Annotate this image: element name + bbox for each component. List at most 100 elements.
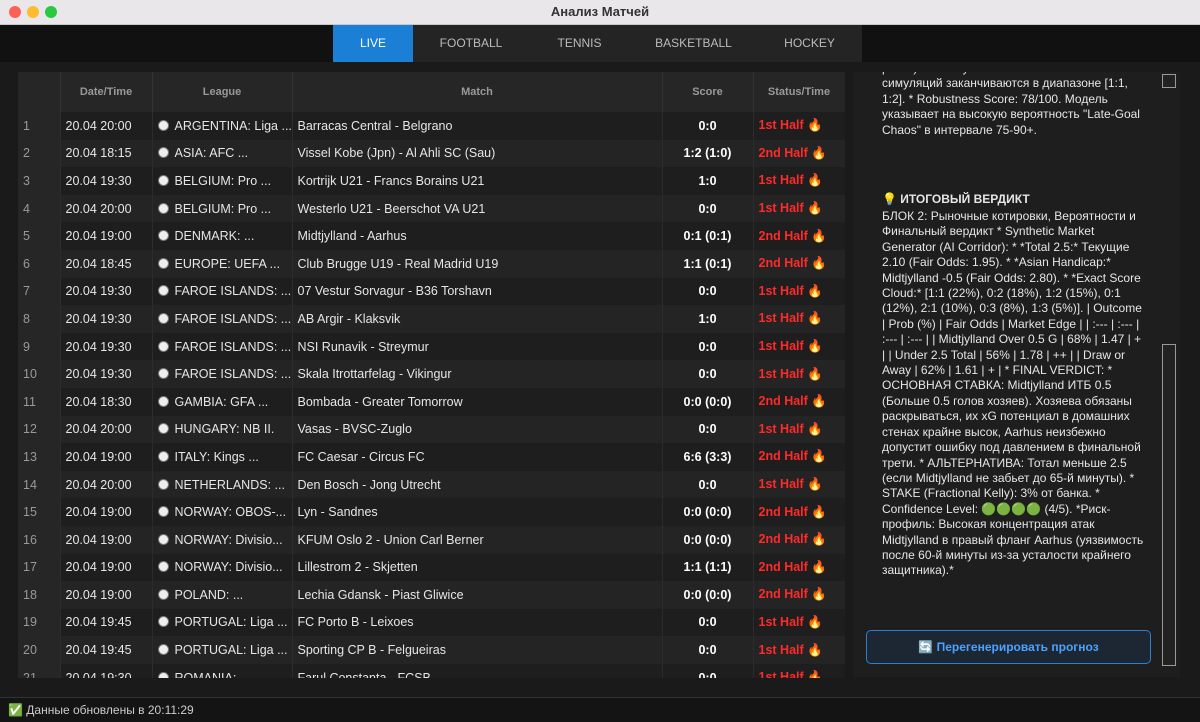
match: FC Caesar - Circus FC — [292, 443, 663, 471]
table-row[interactable]: 9 20.04 19:30 FAROE ISLANDS: ... NSI Runavi… — [18, 332, 845, 361]
close[interactable] — [9, 6, 21, 18]
table-row[interactable]: 13 20.04 19:00 ITALY: Kings ... FC Caesar -… — [18, 443, 845, 471]
score: 0:0 — [662, 360, 754, 388]
match-text: NSI Runavik - Streymur — [297, 339, 429, 354]
minimize[interactable] — [27, 6, 39, 18]
row-number-text: 9 — [23, 339, 30, 354]
regenerate-button[interactable]: 🔄 Перегенерировать прогноз — [866, 630, 1151, 664]
score-text: 0:0 — [698, 201, 717, 216]
row-number-text: 2 — [23, 146, 30, 161]
status-text: 1st Half 🔥 — [758, 118, 823, 133]
status-text: 2nd Half 🔥 — [758, 228, 827, 243]
match: Lyn - Sandnes — [292, 498, 663, 526]
match-text: Midtjylland - Aarhus — [297, 229, 407, 244]
table-row[interactable]: 14 20.04 20:00 NETHERLANDS: ... Den Bosch -… — [18, 470, 845, 499]
table-row[interactable]: 8 20.04 19:30 FAROE ISLANDS: ... AB Argir -… — [18, 305, 845, 333]
ball-icon — [157, 450, 169, 462]
tab[interactable]: FOOTBALL — [439, 36, 503, 50]
row-number: 8 — [18, 305, 61, 333]
table-row[interactable]: 3 20.04 19:30 BELGIUM: Pro ... Kortrijk U21… — [18, 167, 845, 195]
ball-icon — [157, 616, 169, 628]
score: 1:2 (1:0) — [662, 139, 754, 168]
table-row[interactable]: 12 20.04 20:00 HUNGARY: NB II. Vasas - BVSC… — [18, 415, 845, 444]
score-text: 1:0 — [698, 173, 717, 188]
league-text: POLAND: ... — [174, 587, 244, 602]
row-number: 1 — [18, 112, 61, 140]
column-header[interactable]: Status/Time — [753, 72, 845, 112]
score-text: 0:0 — [698, 615, 717, 630]
league: BELGIUM: Pro ... — [152, 167, 293, 195]
score-text: 0:0 (0:0) — [683, 394, 732, 409]
match-text: AB Argir - Klaksvik — [297, 311, 401, 326]
score: 0:0 — [662, 415, 754, 444]
status: 2nd Half 🔥 — [753, 249, 845, 278]
table-row[interactable]: 11 20.04 18:30 GAMBIA: GFA ... Bombada - Gr… — [18, 387, 845, 416]
match: 07 Vestur Sorvagur - B36 Torshavn — [292, 277, 663, 306]
league: NORWAY: Divisio... — [152, 525, 293, 554]
status: 1st Half 🔥 — [753, 636, 845, 664]
row-number-text: 3 — [23, 173, 30, 188]
status-text: 1st Half 🔥 — [758, 173, 823, 188]
league-text: FAROE ISLANDS: ... — [174, 339, 292, 354]
league: GAMBIA: GFA ... — [152, 387, 293, 416]
table-row[interactable]: 19 20.04 19:45 PORTUGAL: Liga ... FC Porto … — [18, 608, 845, 637]
column-header[interactable]: League — [152, 72, 293, 112]
league: FAROE ISLANDS: ... — [152, 360, 293, 388]
row-number-text: 1 — [23, 118, 30, 133]
league-text: FAROE ISLANDS: ... — [174, 311, 292, 326]
row-number-text: 13 — [23, 449, 37, 464]
zoom[interactable] — [45, 6, 57, 18]
table-row[interactable]: 7 20.04 19:30 FAROE ISLANDS: ... 07 Vestur … — [18, 277, 845, 306]
row-number: 18 — [18, 581, 61, 609]
date-time: 20.04 20:00 — [60, 415, 153, 444]
tab[interactable]: TENNIS — [557, 36, 602, 50]
window-title: Анализ Матчей — [550, 4, 650, 19]
table-row[interactable]: 6 20.04 18:45 EUROPE: UEFA ... Club Brugge … — [18, 249, 845, 278]
table-row[interactable]: 4 20.04 20:00 BELGIUM: Pro ... Westerlo U21… — [18, 194, 845, 223]
ball-icon — [157, 312, 169, 324]
table-row[interactable]: 10 20.04 19:30 FAROE ISLANDS: ... Skala Itr… — [18, 360, 845, 388]
date-time-text: 20.04 20:00 — [65, 201, 132, 216]
match-text: Club Brugge U19 - Real Madrid U19 — [297, 256, 499, 271]
league-text: ROMANIA: ... — [174, 670, 251, 678]
match-text: FC Caesar - Circus FC — [297, 449, 425, 464]
date-time-text: 20.04 19:00 — [65, 229, 132, 244]
table-row[interactable]: 1 20.04 20:00 ARGENTINA: Liga ... Barracas … — [18, 112, 845, 140]
score: 1:0 — [662, 167, 754, 195]
column-header[interactable]: Match — [292, 72, 663, 112]
ball-icon — [157, 119, 169, 131]
row-number: 16 — [18, 525, 61, 554]
table-row[interactable]: 20 20.04 19:45 PORTUGAL: Liga ... Sporting … — [18, 636, 845, 664]
league-text: ARGENTINA: Liga ... — [174, 118, 292, 133]
status: 1st Half 🔥 — [753, 608, 845, 637]
tab[interactable]: HOCKEY — [784, 36, 835, 50]
table-row[interactable]: 5 20.04 19:00 DENMARK: ... Midtjylland - Aa… — [18, 222, 845, 250]
score: 0:0 (0:0) — [662, 498, 754, 526]
table-row[interactable]: 18 20.04 19:00 POLAND: ... Lechia Gdansk - … — [18, 581, 845, 609]
scrollbar[interactable] — [1162, 344, 1176, 666]
league: PORTUGAL: Liga ... — [152, 636, 293, 664]
table-row[interactable]: 17 20.04 19:00 NORWAY: Divisio... Lillestro… — [18, 553, 845, 582]
date-time: 20.04 19:30 — [60, 277, 153, 306]
match-text: Lechia Gdansk - Piast Gliwice — [297, 587, 464, 602]
column-header[interactable]: Date/Time — [60, 72, 153, 112]
column-header[interactable]: Score — [662, 72, 754, 112]
status: 2nd Half 🔥 — [753, 222, 845, 250]
match-text: Sporting CP B - Felgueiras — [297, 643, 446, 658]
title-bar: Анализ Матчей — [0, 0, 1200, 25]
status: 2nd Half 🔥 — [753, 525, 845, 554]
table-row[interactable]: 16 20.04 19:00 NORWAY: Divisio... KFUM Oslo… — [18, 525, 845, 554]
table-row[interactable]: 15 20.04 19:00 NORWAY: OBOS-... Lyn - Sandn… — [18, 498, 845, 526]
checkbox[interactable] — [1162, 74, 1176, 88]
ball-icon — [157, 395, 169, 407]
tab-bar: LIVE FOOTBALL TENNIS BASKETBALL HOCKEY — [0, 25, 1200, 62]
table-row[interactable]: 2 20.04 18:15 ASIA: AFC ... Vissel Kobe (Jp… — [18, 139, 845, 168]
score: 0:0 — [662, 470, 754, 499]
table-row[interactable]: 21 20.04 19:30 ROMANIA: ... Farul Constanta… — [18, 663, 845, 678]
status: 2nd Half 🔥 — [753, 139, 845, 168]
tab[interactable]: BASKETBALL — [655, 36, 732, 50]
status-text: 2nd Half 🔥 — [758, 587, 827, 602]
score-text: 0:1 (0:1) — [683, 229, 732, 244]
league-text: GAMBIA: GFA ... — [174, 394, 269, 409]
tab[interactable]: LIVE — [333, 25, 413, 62]
